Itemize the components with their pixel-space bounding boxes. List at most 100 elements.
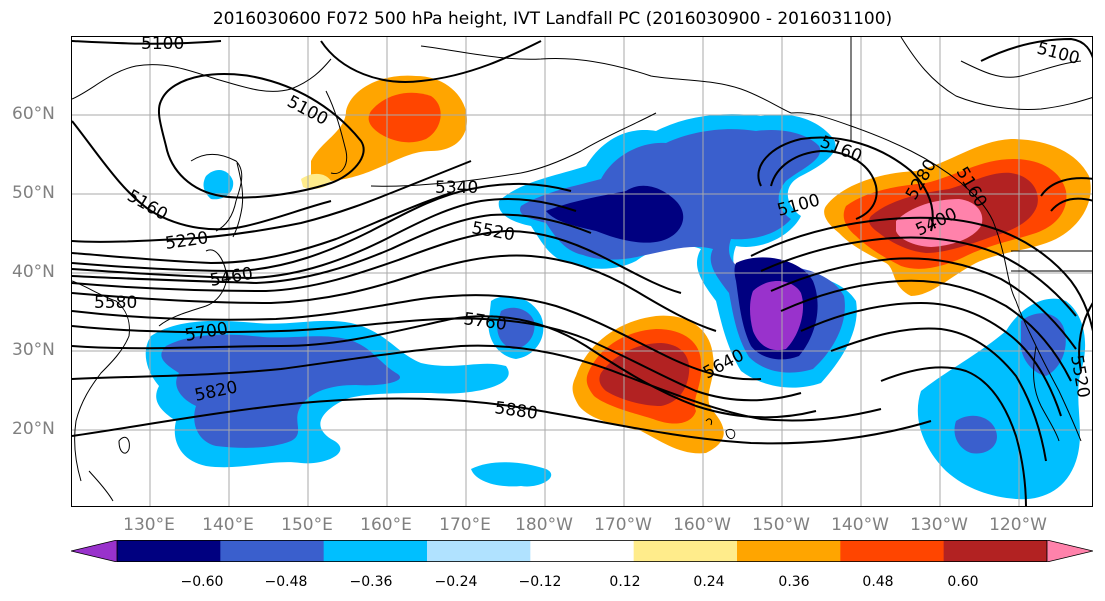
colorbar-cell [737,540,841,562]
contour-label: 5460 [208,264,254,291]
contour-5100-west [72,40,222,45]
lon-label-160w: 160°W [673,515,731,535]
lon-label-130e: 130°E [123,515,175,535]
contour-label: 5220 [164,228,210,254]
colorbar-tick-label: −0.60 [180,574,224,590]
contour-5760 [72,315,817,419]
contour-5280 [72,192,452,265]
lat-label-40n: 40°N [12,262,55,282]
lon-label-130w: 130°W [910,515,968,535]
contour-ne-2 [760,236,1077,317]
colorbar-tick-label: 0.24 [693,574,725,590]
map-panel: 5100 5100 5100 5160 5220 5460 5580 5700 … [71,36,1093,507]
neg-field-okhotsk [203,169,234,200]
lon-label-150w: 150°W [752,515,810,535]
contour-5520 [72,229,682,294]
coast-alaska [420,45,792,114]
contour-5100-alaska [770,149,878,220]
coast-hawaii [705,418,736,440]
neg-field-south-strip [471,462,552,487]
colorbar-tick-label: 0.60 [947,574,979,590]
coast-japan [158,249,228,327]
colorbar-cell [633,540,738,562]
contour-5160-alaska [757,136,934,232]
contour-5700 [72,317,802,402]
coast-alaska-gulf [790,112,962,184]
lon-label-140w: 140°W [831,515,889,535]
lat-label-30n: 30°N [12,340,55,360]
coast-canada-arctic [960,60,1082,78]
contour-5460 [72,213,592,285]
coast-sakhalin [232,162,244,238]
colorbar-tick-label: −0.36 [349,574,393,590]
ivt-shading [145,75,1091,500]
colorbar-right-extend [1046,540,1093,562]
neg-field-east-inner2 [954,415,997,454]
contour-label: 5100 [1035,39,1082,70]
colorbar-tick-label: −0.24 [434,574,478,590]
pos-field-sub-core [599,343,690,406]
neg-field-west-inner [161,334,401,448]
colorbar-cell [530,540,635,562]
contour-arctic-right [980,37,1092,62]
coast-taiwan [118,436,130,454]
colorbar-cell [220,540,325,562]
contour-5160-west [72,120,332,231]
lon-label-170e: 170°E [439,515,491,535]
height-contours [72,37,1092,506]
colorbar-tick-label: 0.48 [862,574,894,590]
colorbar-tick-label: 0.12 [609,574,641,590]
contour-ne-6 [830,327,1047,462]
lon-label-160e: 160°E [360,515,412,535]
contour-5100-arctic [320,40,542,83]
lat-label-50n: 50°N [12,183,55,203]
map-svg: 5100 5100 5100 5160 5220 5460 5580 5700 … [72,37,1092,506]
contour-5340 [72,182,572,273]
coast-hudson [900,37,1092,110]
contour-ne-7 [880,366,1027,506]
contour-5400 [72,198,577,280]
lat-label-60n: 60°N [12,104,55,124]
coastlines [72,37,1092,502]
coast-philippines [88,470,114,502]
contour-5640 [72,294,762,381]
coast-korea-china [72,280,130,482]
map-title: 2016030600 F072 500 hPa height, IVT Land… [212,9,893,29]
colorbar-cell [943,540,1048,562]
lon-label-150e: 150°E [281,515,333,535]
contour-label: 5580 [94,293,137,313]
neg-field-core-purple [750,281,804,351]
lon-label-140e: 140°E [202,515,254,535]
coast-asia-north [72,58,332,100]
contour-5580 [72,254,717,332]
contour-label: 5100 [284,92,332,130]
colorbar-tick-label: −0.12 [518,574,562,590]
colorbar-left-extend [71,540,118,562]
coast-okhotsk-west [190,153,243,232]
coast-us-west [1015,300,1082,442]
contour-5880 [72,397,932,445]
colorbar-cell [427,540,531,562]
coast-kamchatka [325,90,348,175]
colorbar-tick-label: −0.48 [264,574,308,590]
contour-far-east-high2 [1050,197,1092,212]
lon-label-170w: 170°W [594,515,652,535]
colorbar-cell [117,540,221,562]
lon-label-180w: 180°W [515,515,573,535]
neg-field-central-dark [546,185,684,243]
contour-far-east-1 [1078,302,1092,372]
contour-ne-5 [800,301,1062,417]
colorbar [71,540,1093,562]
contour-label: 5340 [435,178,478,198]
contour-5820 [72,344,882,422]
pos-field-ne-pink [896,199,983,247]
coast-alaska-pen [520,112,657,174]
neg-field-east-inner [1020,313,1066,376]
contour-label: 5520 [470,218,516,245]
coast-aleutians [370,172,522,187]
contour-5220 [72,160,472,243]
contour-far-east-high [1040,177,1092,197]
colorbar-cell [323,540,428,562]
contour-label: 5100 [141,37,184,54]
contour-5100-north [157,72,365,199]
